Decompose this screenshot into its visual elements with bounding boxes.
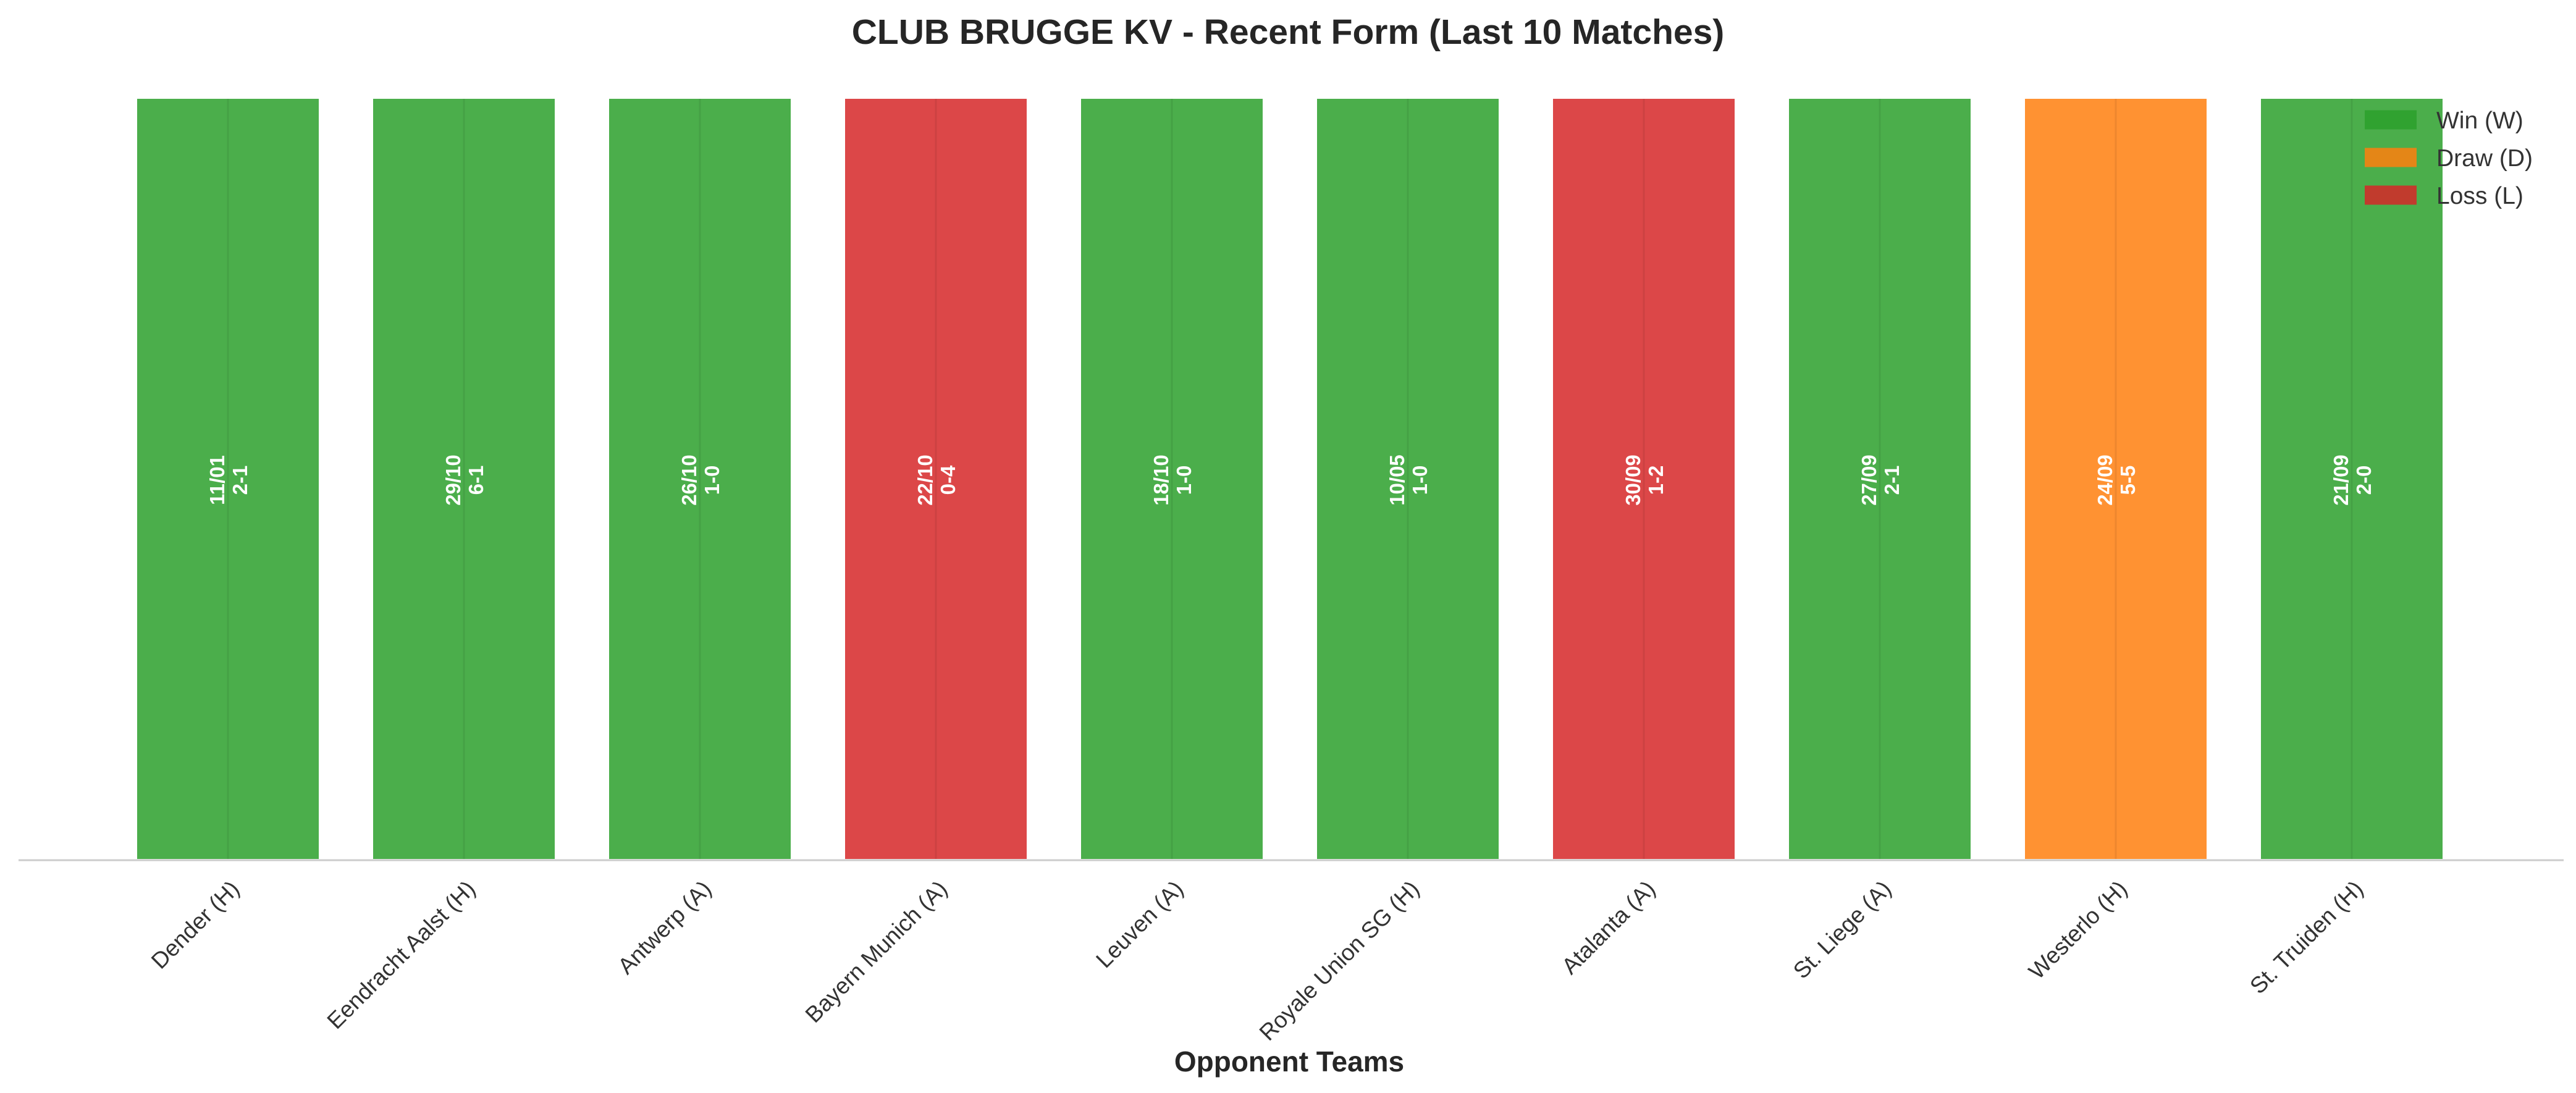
x-axis-label: Opponent Teams [1174, 1045, 1404, 1078]
x-tick-label-7: St. Liege (A) [1788, 876, 1896, 983]
bars-layer: 11/012-1 29/106-1 26/101-0 22/100-4 18/101-0… [135, 96, 2445, 861]
x-tick-label-9: St. Truiden (H) [2245, 876, 2368, 999]
legend-swatch-L [2365, 185, 2417, 205]
bar-5 [1315, 96, 1501, 861]
bar-4 [1079, 96, 1265, 861]
bar-label-5: 10/051-0 [1386, 454, 1431, 506]
bar-score-label: 2-1 [1880, 466, 1903, 495]
x-tick-label-8: Westerlo (H) [2024, 876, 2132, 984]
legend-label-L: Loss (L) [2436, 183, 2523, 209]
bar-score-label: 1-0 [701, 466, 723, 495]
bar-score-label: 2-1 [229, 466, 251, 495]
bar-date-label: 18/10 [1150, 454, 1172, 506]
legend-label-W: Win (W) [2436, 107, 2523, 134]
x-tick-label-4: Leuven (A) [1091, 876, 1188, 973]
bar-score-label: 5-5 [2116, 466, 2139, 495]
bar-label-6: 30/091-2 [1622, 454, 1667, 506]
bar-date-label: 29/10 [442, 454, 465, 506]
bar-label-7: 27/092-1 [1858, 454, 1903, 506]
bar-label-9: 21/092-0 [2330, 454, 2375, 506]
bar-0 [135, 96, 321, 861]
bar-score-label: 1-0 [1172, 466, 1195, 495]
bar-date-label: 21/09 [2330, 454, 2352, 506]
bar-label-4: 18/101-0 [1150, 454, 1195, 506]
x-tick-label-2: Antwerp (A) [613, 876, 716, 979]
bar-label-2: 26/101-0 [678, 454, 723, 506]
bar-2 [607, 96, 793, 861]
bar-label-1: 29/106-1 [442, 454, 487, 506]
bar-score-label: 1-2 [1644, 466, 1667, 495]
bar-date-label: 22/10 [914, 454, 937, 506]
bar-9 [2258, 96, 2445, 861]
bar-date-label: 11/01 [206, 455, 229, 505]
bar-score-label: 0-4 [937, 465, 959, 495]
bar-score-label: 1-0 [1408, 466, 1431, 495]
x-tick-label-6: Atalanta (A) [1557, 876, 1660, 979]
bar-date-label: 26/10 [678, 454, 701, 506]
bar-date-label: 27/09 [1858, 454, 1880, 506]
legend-swatch-W [2365, 110, 2417, 130]
bar-date-label: 30/09 [1622, 454, 1644, 506]
legend-label-D: Draw (D) [2436, 145, 2533, 172]
bar-label-8: 24/095-5 [2094, 454, 2139, 506]
x-tick-labels: Dender (H) Eendracht Aalst (H) Antwerp (A)… [146, 876, 2368, 1045]
x-tick-label-5: Royale Union SG (H) [1255, 876, 1425, 1045]
chart-title: CLUB BRUGGE KV - Recent Form (Last 10 Ma… [852, 12, 1725, 52]
legend: Win (W) Draw (D) Loss (L) [2365, 107, 2533, 209]
x-tick-label-3: Bayern Munich (A) [801, 876, 953, 1028]
bar-1 [371, 96, 557, 861]
x-tick-label-1: Eendracht Aalst (H) [322, 876, 480, 1034]
bar-date-label: 10/05 [1386, 454, 1408, 506]
bar-label-0: 11/012-1 [206, 455, 251, 505]
bar-3 [843, 96, 1029, 861]
bar-date-label: 24/09 [2094, 454, 2116, 506]
x-tick-label-0: Dender (H) [146, 876, 244, 973]
bar-label-3: 22/100-4 [914, 454, 959, 506]
bar-score-label: 2-0 [2352, 466, 2375, 495]
bar-6 [1551, 96, 1737, 861]
bar-score-label: 6-1 [465, 466, 487, 495]
legend-swatch-D [2365, 148, 2417, 167]
